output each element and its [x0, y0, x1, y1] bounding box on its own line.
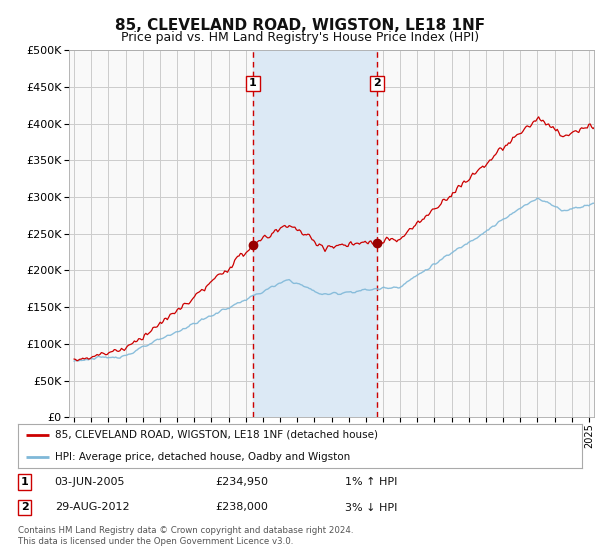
Bar: [253, 50, 377, 417]
Text: Contains HM Land Registry data © Crown copyright and database right 2024.
This d: Contains HM Land Registry data © Crown c…: [18, 526, 353, 546]
Text: 29-AUG-2012: 29-AUG-2012: [55, 502, 129, 512]
Text: 2: 2: [21, 502, 29, 512]
Text: 1: 1: [21, 477, 29, 487]
Text: £238,000: £238,000: [215, 502, 268, 512]
Text: 85, CLEVELAND ROAD, WIGSTON, LE18 1NF (detached house): 85, CLEVELAND ROAD, WIGSTON, LE18 1NF (d…: [55, 430, 377, 440]
Text: 03-JUN-2005: 03-JUN-2005: [55, 477, 125, 487]
Text: 85, CLEVELAND ROAD, WIGSTON, LE18 1NF: 85, CLEVELAND ROAD, WIGSTON, LE18 1NF: [115, 18, 485, 33]
Text: Price paid vs. HM Land Registry's House Price Index (HPI): Price paid vs. HM Land Registry's House …: [121, 31, 479, 44]
Text: 1: 1: [249, 78, 257, 88]
Text: HPI: Average price, detached house, Oadby and Wigston: HPI: Average price, detached house, Oadb…: [55, 452, 350, 461]
Text: 1% ↑ HPI: 1% ↑ HPI: [345, 477, 397, 487]
Text: £234,950: £234,950: [215, 477, 268, 487]
Text: 2: 2: [373, 78, 381, 88]
Text: 3% ↓ HPI: 3% ↓ HPI: [345, 502, 397, 512]
